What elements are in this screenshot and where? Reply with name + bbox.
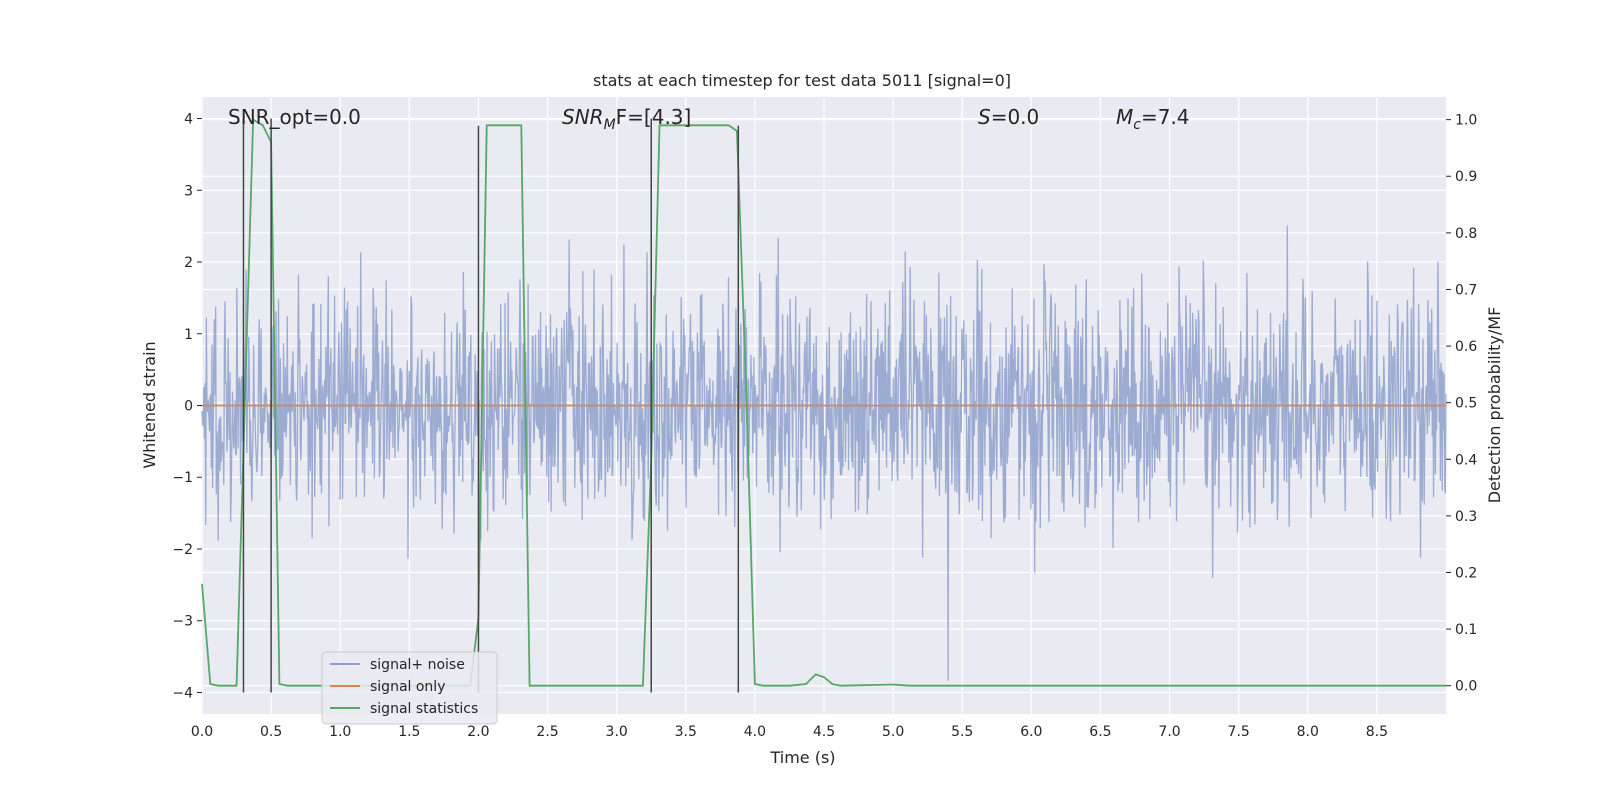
- y-right-tick-label: 0.5: [1455, 396, 1477, 412]
- legend-label-signal-only: signal only: [370, 679, 445, 695]
- y-right-tick-label: 0.8: [1455, 226, 1477, 242]
- y-right-tick-label: 0.9: [1455, 169, 1477, 185]
- vertical-markers: [242, 118, 740, 693]
- y-left-tick-label: 0: [184, 399, 193, 415]
- annotation-mc-sub: c: [1133, 117, 1141, 133]
- y-left-tick-label: −2: [172, 542, 193, 558]
- y-left-tick-label: 2: [184, 255, 193, 271]
- y-right-tick-label: 0.0: [1455, 679, 1477, 695]
- y-right-axis-label: Detection probability/MF: [1485, 307, 1504, 504]
- annotation-snr-mf-main: SNR: [562, 105, 604, 129]
- series-line-signal-noise: [201, 225, 1447, 681]
- y-left-tick-label: −4: [172, 685, 193, 701]
- y-left-tick-label: 1: [184, 327, 193, 343]
- annotation-snr-mf-rest: F=[4.3]: [616, 105, 692, 129]
- x-tick-label: 6.0: [1020, 724, 1042, 740]
- x-tick-label: 8.0: [1297, 724, 1319, 740]
- y-right-tick-label: 0.7: [1455, 282, 1477, 298]
- x-tick-label: 7.0: [1158, 724, 1180, 740]
- annotation-s-main: S: [978, 105, 991, 129]
- legend-label-signal-noise: signal+ noise: [370, 657, 465, 673]
- y-right-tick-label: 1.0: [1455, 113, 1477, 129]
- legend: signal+ noise signal only signal statist…: [321, 651, 498, 725]
- annotation-snr-mf-sub: M: [604, 117, 616, 133]
- y-right-tick-label: 0.3: [1455, 509, 1477, 525]
- annotation-s: S=0.0: [978, 105, 1039, 129]
- annotation-mc-main: M: [1116, 105, 1133, 129]
- y-right-tick-label: 0.4: [1455, 452, 1477, 468]
- series-signal-noise: [201, 225, 1447, 681]
- x-tick-label: 0.0: [191, 724, 213, 740]
- series-line-signal-statistics: [201, 118, 1446, 687]
- x-tick-label: 4.0: [744, 724, 766, 740]
- y-right-tick-label: 0.6: [1455, 339, 1477, 355]
- annotation-s-rest: =0.0: [991, 105, 1040, 129]
- x-tick-label: 4.5: [813, 724, 835, 740]
- series-lines: [201, 118, 1446, 687]
- y-left-tick-labels: 4 3 2 1 0 −1 −2 −3 −4: [172, 112, 202, 701]
- x-tick-label: 1.5: [398, 724, 420, 740]
- x-axis-label: Time (s): [769, 748, 835, 767]
- x-tick-label: 7.5: [1228, 724, 1250, 740]
- x-tick-label: 1.0: [329, 724, 351, 740]
- x-tick-label: 2.5: [536, 724, 558, 740]
- y-right-tick-labels: 1.0 0.9 0.8 0.7 0.6 0.5 0.4 0.3 0.2 0.1 0.0: [1446, 113, 1477, 695]
- legend-box: [321, 651, 498, 725]
- y-left-axis-label: Whitened strain: [140, 341, 159, 468]
- x-tick-label: 2.0: [467, 724, 489, 740]
- annotation-snr-opt: SNR_opt=0.0: [228, 105, 361, 129]
- y-left-tick-label: −3: [172, 614, 193, 630]
- x-tick-label: 5.0: [882, 724, 904, 740]
- y-left-tick-label: 4: [184, 112, 193, 128]
- legend-label-signal-statistics: signal statistics: [370, 701, 478, 717]
- annotation-mc: Mc=7.4: [1116, 105, 1190, 133]
- y-left-tick-label: 3: [184, 183, 193, 199]
- x-tick-label: 3.0: [606, 724, 628, 740]
- x-tick-label: 5.5: [951, 724, 973, 740]
- x-tick-labels: 0.0 0.5 1.0 1.5 2.0 2.5 3.0 3.5 4.0 4.5 5.0 5.5 6.0 6…: [191, 724, 1388, 740]
- chart-title: stats at each timestep for test data 501…: [593, 71, 1011, 90]
- annotation-snr-mf: SNRMF=[4.3]: [562, 105, 691, 133]
- y-left-tick-label: −1: [172, 470, 193, 486]
- y-right-tick-label: 0.2: [1455, 565, 1477, 581]
- x-tick-label: 0.5: [260, 724, 282, 740]
- x-tick-label: 3.5: [675, 724, 697, 740]
- x-tick-label: 6.5: [1089, 724, 1111, 740]
- x-tick-label: 8.5: [1366, 724, 1388, 740]
- y-right-tick-label: 0.1: [1455, 622, 1477, 638]
- annotation-mc-rest: =7.4: [1141, 105, 1190, 129]
